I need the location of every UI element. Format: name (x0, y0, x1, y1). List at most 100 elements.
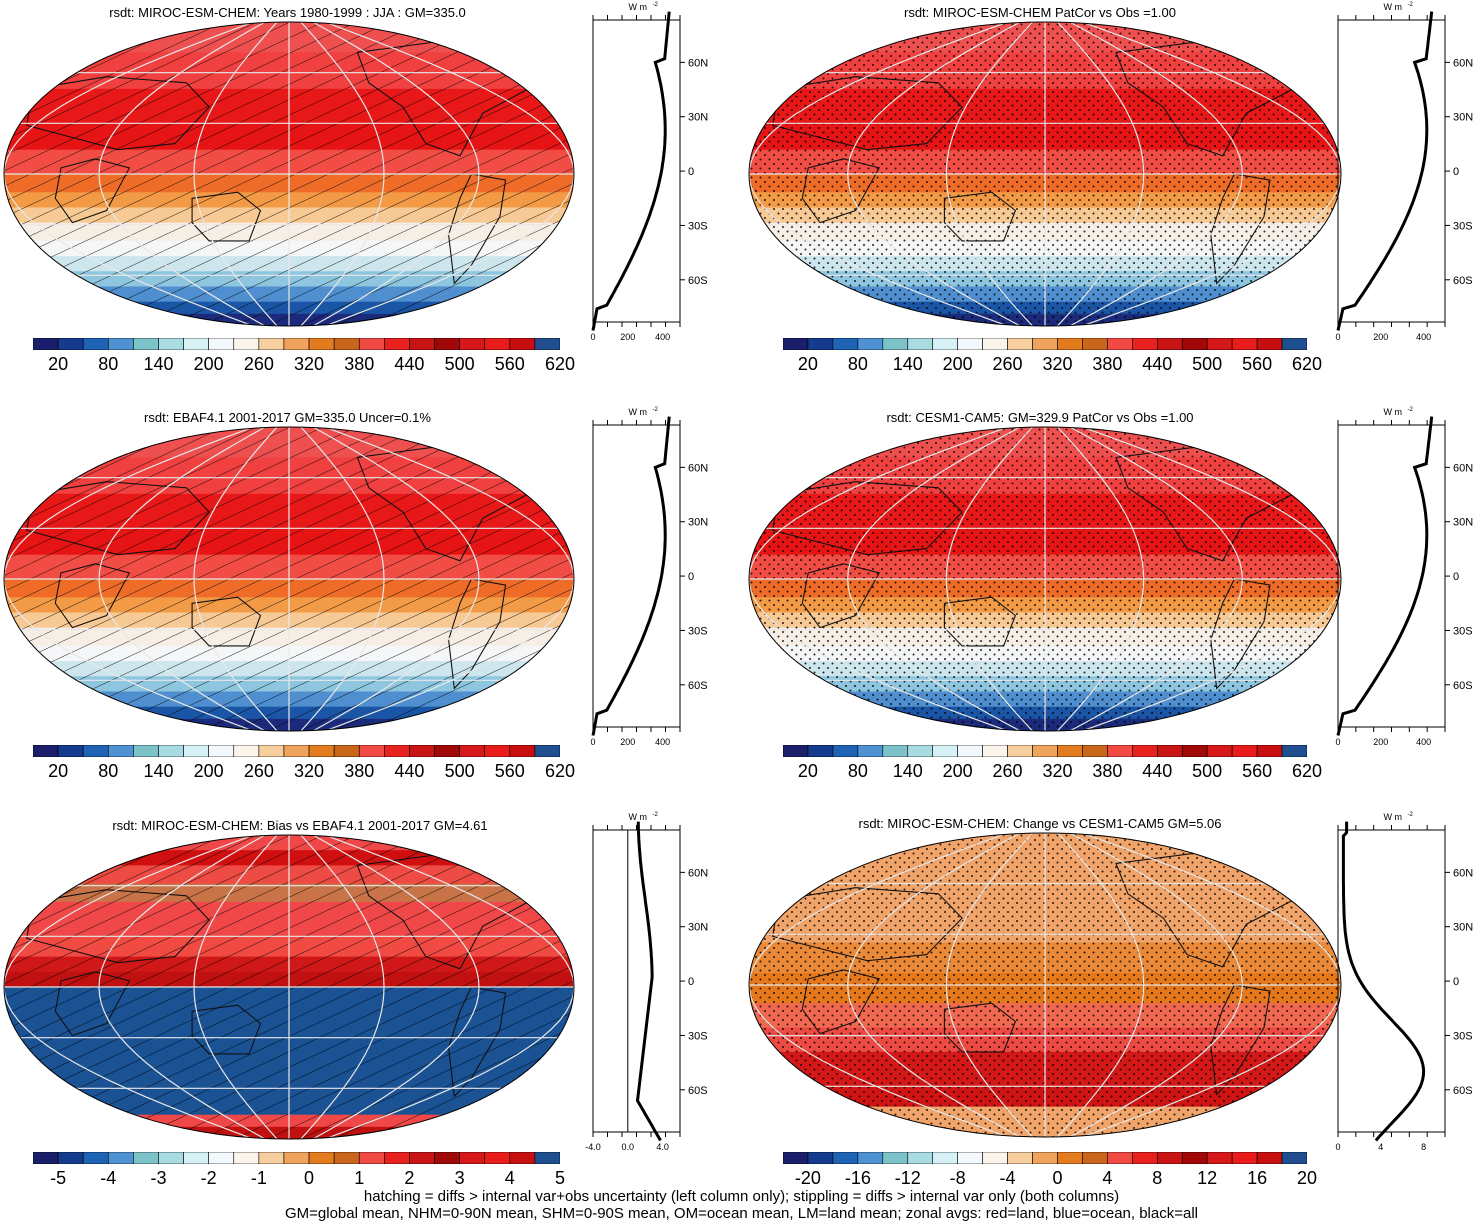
longitude-gridline (193, 835, 278, 1139)
colorbar-cell (409, 338, 435, 350)
x-tick-label: 400 (1416, 332, 1431, 342)
colorbar-cell (107, 338, 134, 350)
colorbar-tick-label: 260 (243, 354, 274, 374)
longitude-gridline (4, 427, 254, 731)
colorbar-cell (258, 338, 285, 350)
colorbar-cell (308, 1152, 335, 1164)
colorbar-cell (783, 1152, 809, 1164)
colorbar-cell (907, 338, 934, 350)
colorbar-tick-label: -4 (100, 1168, 117, 1188)
lat-label: 0 (1453, 166, 1459, 178)
x-tick-label: 200 (620, 737, 635, 747)
lat-label: 0 (688, 166, 694, 178)
colorbar-tick-label: 620 (544, 761, 576, 781)
colorbar-cell (534, 338, 560, 350)
colorbar-cell (82, 338, 109, 350)
colorbar-cell (857, 745, 884, 757)
colorbar-cell (158, 745, 184, 757)
map (748, 21, 1342, 327)
colorbar-cell (183, 1152, 209, 1164)
colorbar-cell (1206, 745, 1233, 757)
colorbar-cell (1281, 1152, 1307, 1164)
colorbar-cell (434, 338, 460, 350)
colorbar-cell (932, 338, 958, 350)
longitude-gridline (1081, 22, 1341, 326)
colorbar-cell (308, 338, 335, 350)
longitude-gridline (945, 22, 1034, 326)
colorbar-tick-label: 200 (193, 761, 224, 781)
colorbar-tick-label: 320 (1042, 354, 1073, 374)
colorbar-cell (233, 1152, 260, 1164)
longitude-gridline (98, 22, 266, 326)
colorbar-cell (459, 1152, 486, 1164)
colorbar-cell (1082, 1152, 1108, 1164)
colorbar-tick-label: 560 (494, 761, 525, 781)
longitude-gridline (4, 835, 254, 1139)
lat-label: 60N (1453, 462, 1473, 474)
panel-title: rsdt: MIROC-ESM-CHEM: Bias vs EBAF4.1 20… (112, 818, 488, 833)
colorbar-cell (832, 745, 859, 757)
lat-label: 30S (688, 625, 708, 637)
colorbar-cell (1231, 1152, 1258, 1164)
colorbar-tick-label: 560 (494, 354, 525, 374)
colorbar-cell (1032, 338, 1058, 350)
longitude-gridline (847, 22, 1021, 326)
longitude-gridline (1069, 427, 1243, 731)
longitude-gridline (1069, 22, 1243, 326)
colorbar-cell (807, 338, 834, 350)
colorbar-tick-label: 20 (797, 354, 818, 374)
longitude-gridline (312, 427, 480, 731)
colorbar-cell (33, 745, 59, 757)
colorbar-cell (283, 745, 310, 757)
longitude-gridline (1056, 427, 1145, 731)
colorbar-cell (832, 338, 859, 350)
colorbar-cell (1132, 338, 1158, 350)
panel-title: rsdt: MIROC-ESM-CHEM: Change vs CESM1-CA… (858, 816, 1222, 831)
lat-label: 60N (1453, 57, 1473, 69)
colorbar-tick-label: 500 (444, 761, 475, 781)
lat-label: 30S (688, 1030, 708, 1042)
zonal-mean-line (635, 821, 662, 1142)
colorbar-cell (1281, 745, 1307, 757)
zonal-frame (1337, 829, 1446, 1133)
colorbar-cell (57, 1152, 84, 1164)
colorbar-labels: -5 -4 -3 -2 -1 0 1 2 3 4 5 (33, 1168, 565, 1190)
colorbar-cell (1082, 745, 1108, 757)
colorbar-cell (107, 1152, 134, 1164)
colorbar (33, 745, 560, 757)
colorbar-cell (932, 1152, 958, 1164)
zonal-profile: W m -2 60N 30N 0 30S 60S 0 200 400 (1335, 2, 1473, 342)
lat-label: 30N (1453, 922, 1473, 934)
colorbar-cell (82, 745, 109, 757)
colorbar-tick-label: 260 (992, 354, 1023, 374)
longitude-gridline (300, 427, 385, 731)
colorbar-labels: -20 -16 -12 -8 -4 0 4 8 12 16 20 (783, 1168, 1317, 1190)
map-border (3, 21, 575, 327)
colorbar-tick-label: 320 (294, 761, 325, 781)
colorbar-tick-label: 1 (354, 1168, 365, 1188)
colorbar-cell (1007, 745, 1033, 757)
map (748, 426, 1342, 732)
zonal-frame (592, 829, 681, 1133)
colorbar-cell (907, 1152, 934, 1164)
colorbar-tick-label: -16 (844, 1168, 871, 1188)
colorbar-cell (82, 1152, 109, 1164)
colorbar-cell (107, 745, 134, 757)
x-tick-label: 400 (655, 737, 670, 747)
colorbar-cell (807, 745, 834, 757)
lat-label: 60N (688, 462, 708, 474)
colorbar-cell (358, 338, 385, 350)
unit-label: W m (629, 812, 648, 822)
colorbar-cell (1132, 1152, 1158, 1164)
colorbar-tick-label: 0 (1052, 1168, 1063, 1188)
colorbar-cell (783, 745, 809, 757)
colorbar-cell (409, 745, 435, 757)
colorbar-cell (982, 338, 1008, 350)
lat-label: 30S (1453, 1030, 1473, 1042)
colorbar (33, 1152, 560, 1164)
colorbar-cell (208, 338, 235, 350)
colorbar-cell (857, 338, 884, 350)
zonal-mean-line (1336, 11, 1434, 331)
colorbar-cell (1206, 338, 1233, 350)
colorbar-labels: 20 80 140 200 260 320 380 440 500 560 620 (33, 761, 575, 783)
